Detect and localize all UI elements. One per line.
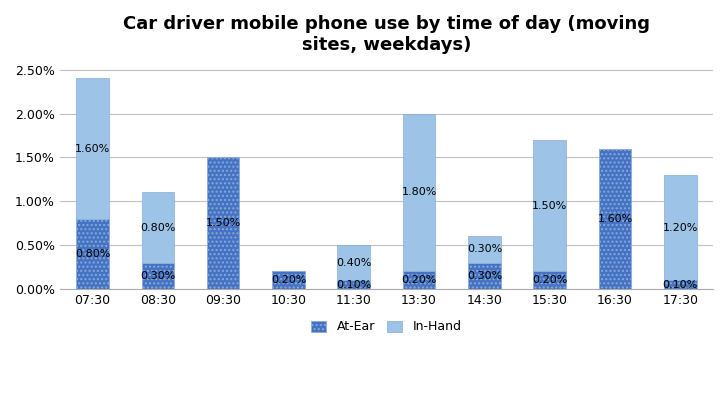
Bar — [76, 219, 109, 289]
Bar — [403, 272, 435, 289]
Text: 1.50%: 1.50% — [532, 201, 567, 211]
Text: 1.80%: 1.80% — [401, 187, 437, 197]
Text: 0.20%: 0.20% — [401, 275, 437, 285]
Text: 0.40%: 0.40% — [336, 258, 371, 268]
Text: 0.20%: 0.20% — [271, 275, 306, 285]
Bar — [664, 175, 697, 280]
Text: 0.10%: 0.10% — [662, 279, 698, 290]
Bar — [141, 193, 174, 263]
Text: 1.60%: 1.60% — [75, 143, 110, 154]
Text: 0.80%: 0.80% — [141, 222, 175, 233]
Text: 0.20%: 0.20% — [532, 275, 567, 285]
Title: Car driver mobile phone use by time of day (moving
sites, weekdays): Car driver mobile phone use by time of d… — [123, 15, 650, 54]
Bar — [272, 272, 305, 289]
Bar — [403, 114, 435, 272]
Bar — [534, 272, 566, 289]
Text: 1.60%: 1.60% — [598, 214, 633, 224]
Bar — [598, 149, 631, 289]
Text: 1.20%: 1.20% — [662, 222, 698, 233]
Text: 0.80%: 0.80% — [75, 249, 110, 259]
Legend: At-Ear, In-Hand: At-Ear, In-Hand — [305, 314, 467, 340]
Bar — [207, 157, 240, 289]
Text: 1.50%: 1.50% — [205, 218, 241, 228]
Bar — [534, 140, 566, 272]
Text: 0.30%: 0.30% — [467, 271, 502, 281]
Bar — [664, 280, 697, 289]
Text: 0.30%: 0.30% — [141, 271, 175, 281]
Bar — [468, 236, 501, 263]
Bar — [76, 79, 109, 219]
Bar — [141, 263, 174, 289]
Bar — [338, 245, 370, 280]
Bar — [468, 263, 501, 289]
Text: 0.10%: 0.10% — [336, 279, 371, 290]
Bar — [338, 280, 370, 289]
Text: 0.30%: 0.30% — [467, 244, 502, 255]
